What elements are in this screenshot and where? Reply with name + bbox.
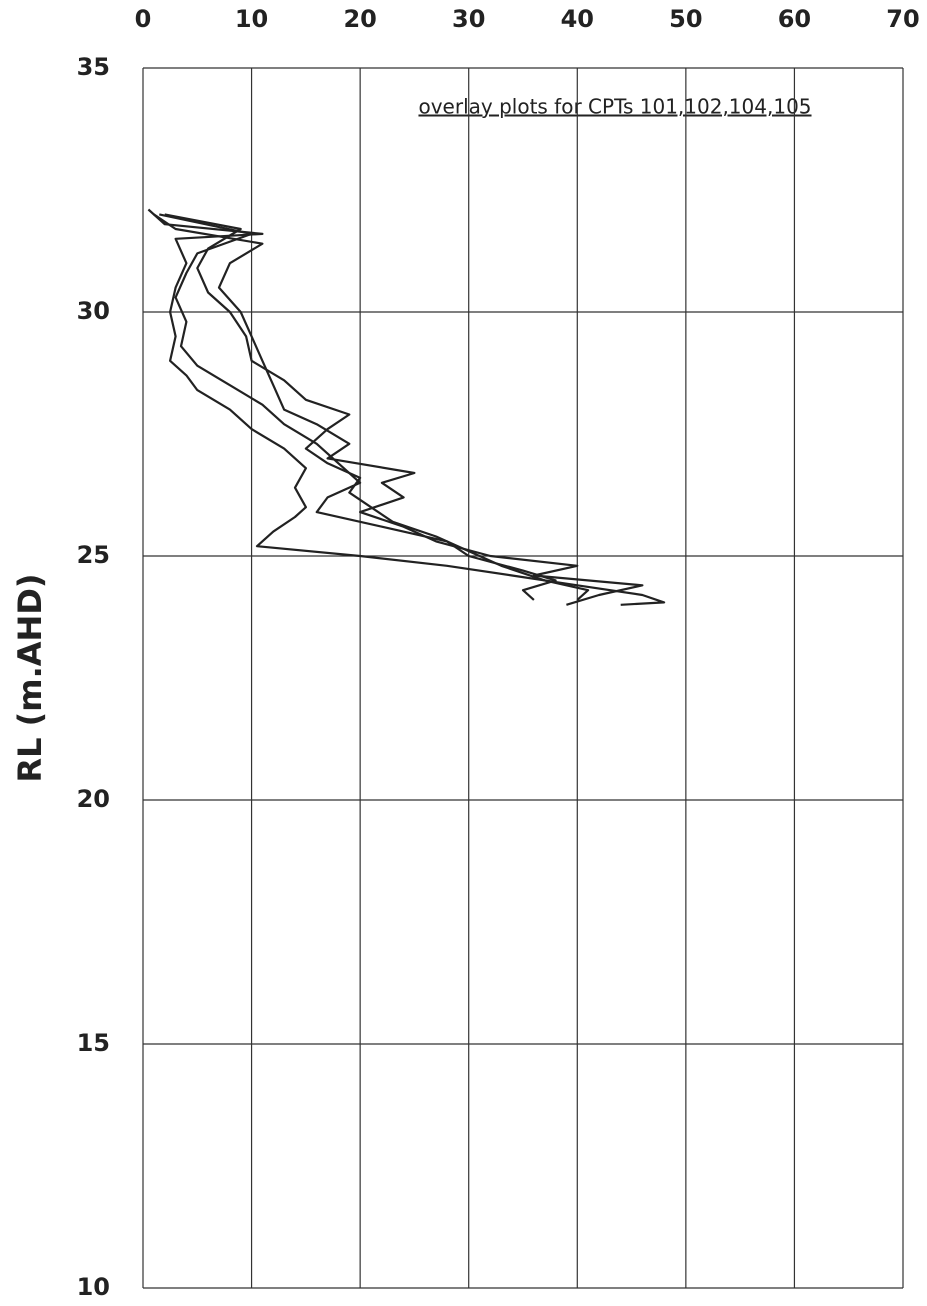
x-tick-label: 20 [343, 5, 376, 33]
y-tick-label: 15 [77, 1029, 110, 1057]
cpt-curve [153, 213, 644, 606]
cpt-curve [147, 208, 666, 606]
chart-title: overlay plots for CPTs 101,102,104,105 [418, 95, 811, 119]
x-tick-label: 0 [135, 5, 152, 33]
y-tick-label: 10 [77, 1273, 110, 1301]
y-tick-label: 25 [77, 541, 110, 569]
x-tick-label: 50 [669, 5, 702, 33]
y-axis-label: RL (m.AHD) [11, 573, 49, 782]
x-tick-label: 10 [235, 5, 268, 33]
cpt-curve [164, 213, 590, 601]
x-tick-label: 70 [886, 5, 919, 33]
y-tick-label: 30 [77, 297, 110, 325]
y-tick-label: 20 [77, 785, 110, 813]
cpt-curve [159, 213, 557, 601]
x-tick-label: 30 [452, 5, 485, 33]
y-tick-label: 35 [77, 53, 110, 81]
x-tick-label: 40 [561, 5, 594, 33]
x-tick-label: 60 [778, 5, 811, 33]
